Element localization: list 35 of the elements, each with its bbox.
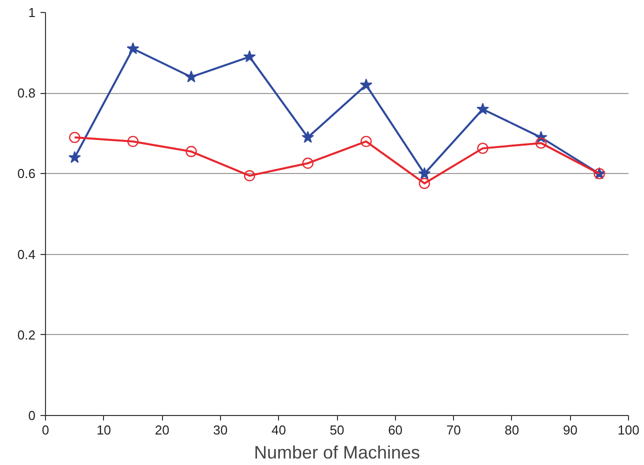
x-tick-label: 70 [446, 422, 461, 438]
point [418, 178, 430, 189]
y-tick-label: 0 [28, 408, 36, 423]
x-tick-label: 40 [271, 422, 286, 438]
x-tick-label: 20 [154, 422, 170, 438]
point [302, 130, 314, 143]
point [535, 137, 547, 149]
y-tick-label: 0.8 [17, 86, 36, 101]
y-tick-label: 1 [28, 5, 36, 20]
point [244, 170, 256, 182]
point [185, 70, 198, 82]
x-axis-title: Number of Machines [254, 442, 420, 462]
x-tick-label: 10 [96, 422, 112, 438]
y-tick-label: 0.4 [17, 246, 36, 262]
point [360, 136, 372, 148]
x-tick-label: 50 [330, 422, 344, 438]
point [186, 146, 197, 158]
x-tick-label: 80 [504, 422, 520, 438]
x-tick-label: 90 [562, 422, 578, 438]
point [126, 42, 140, 54]
point [68, 151, 81, 163]
x-tick-label: 0 [42, 422, 50, 438]
x-tick-label: 100 [618, 422, 640, 438]
y-tick-label: 0.2 [17, 327, 36, 342]
point [477, 142, 488, 154]
point [476, 102, 489, 115]
y-tick-label: 0.6 [17, 166, 36, 182]
point [418, 167, 431, 180]
x-tick-label: 30 [213, 422, 228, 438]
point [360, 78, 372, 90]
point [302, 158, 314, 169]
point [243, 50, 256, 62]
point [127, 136, 139, 148]
point [69, 132, 80, 144]
x-tick-label: 60 [388, 422, 403, 438]
